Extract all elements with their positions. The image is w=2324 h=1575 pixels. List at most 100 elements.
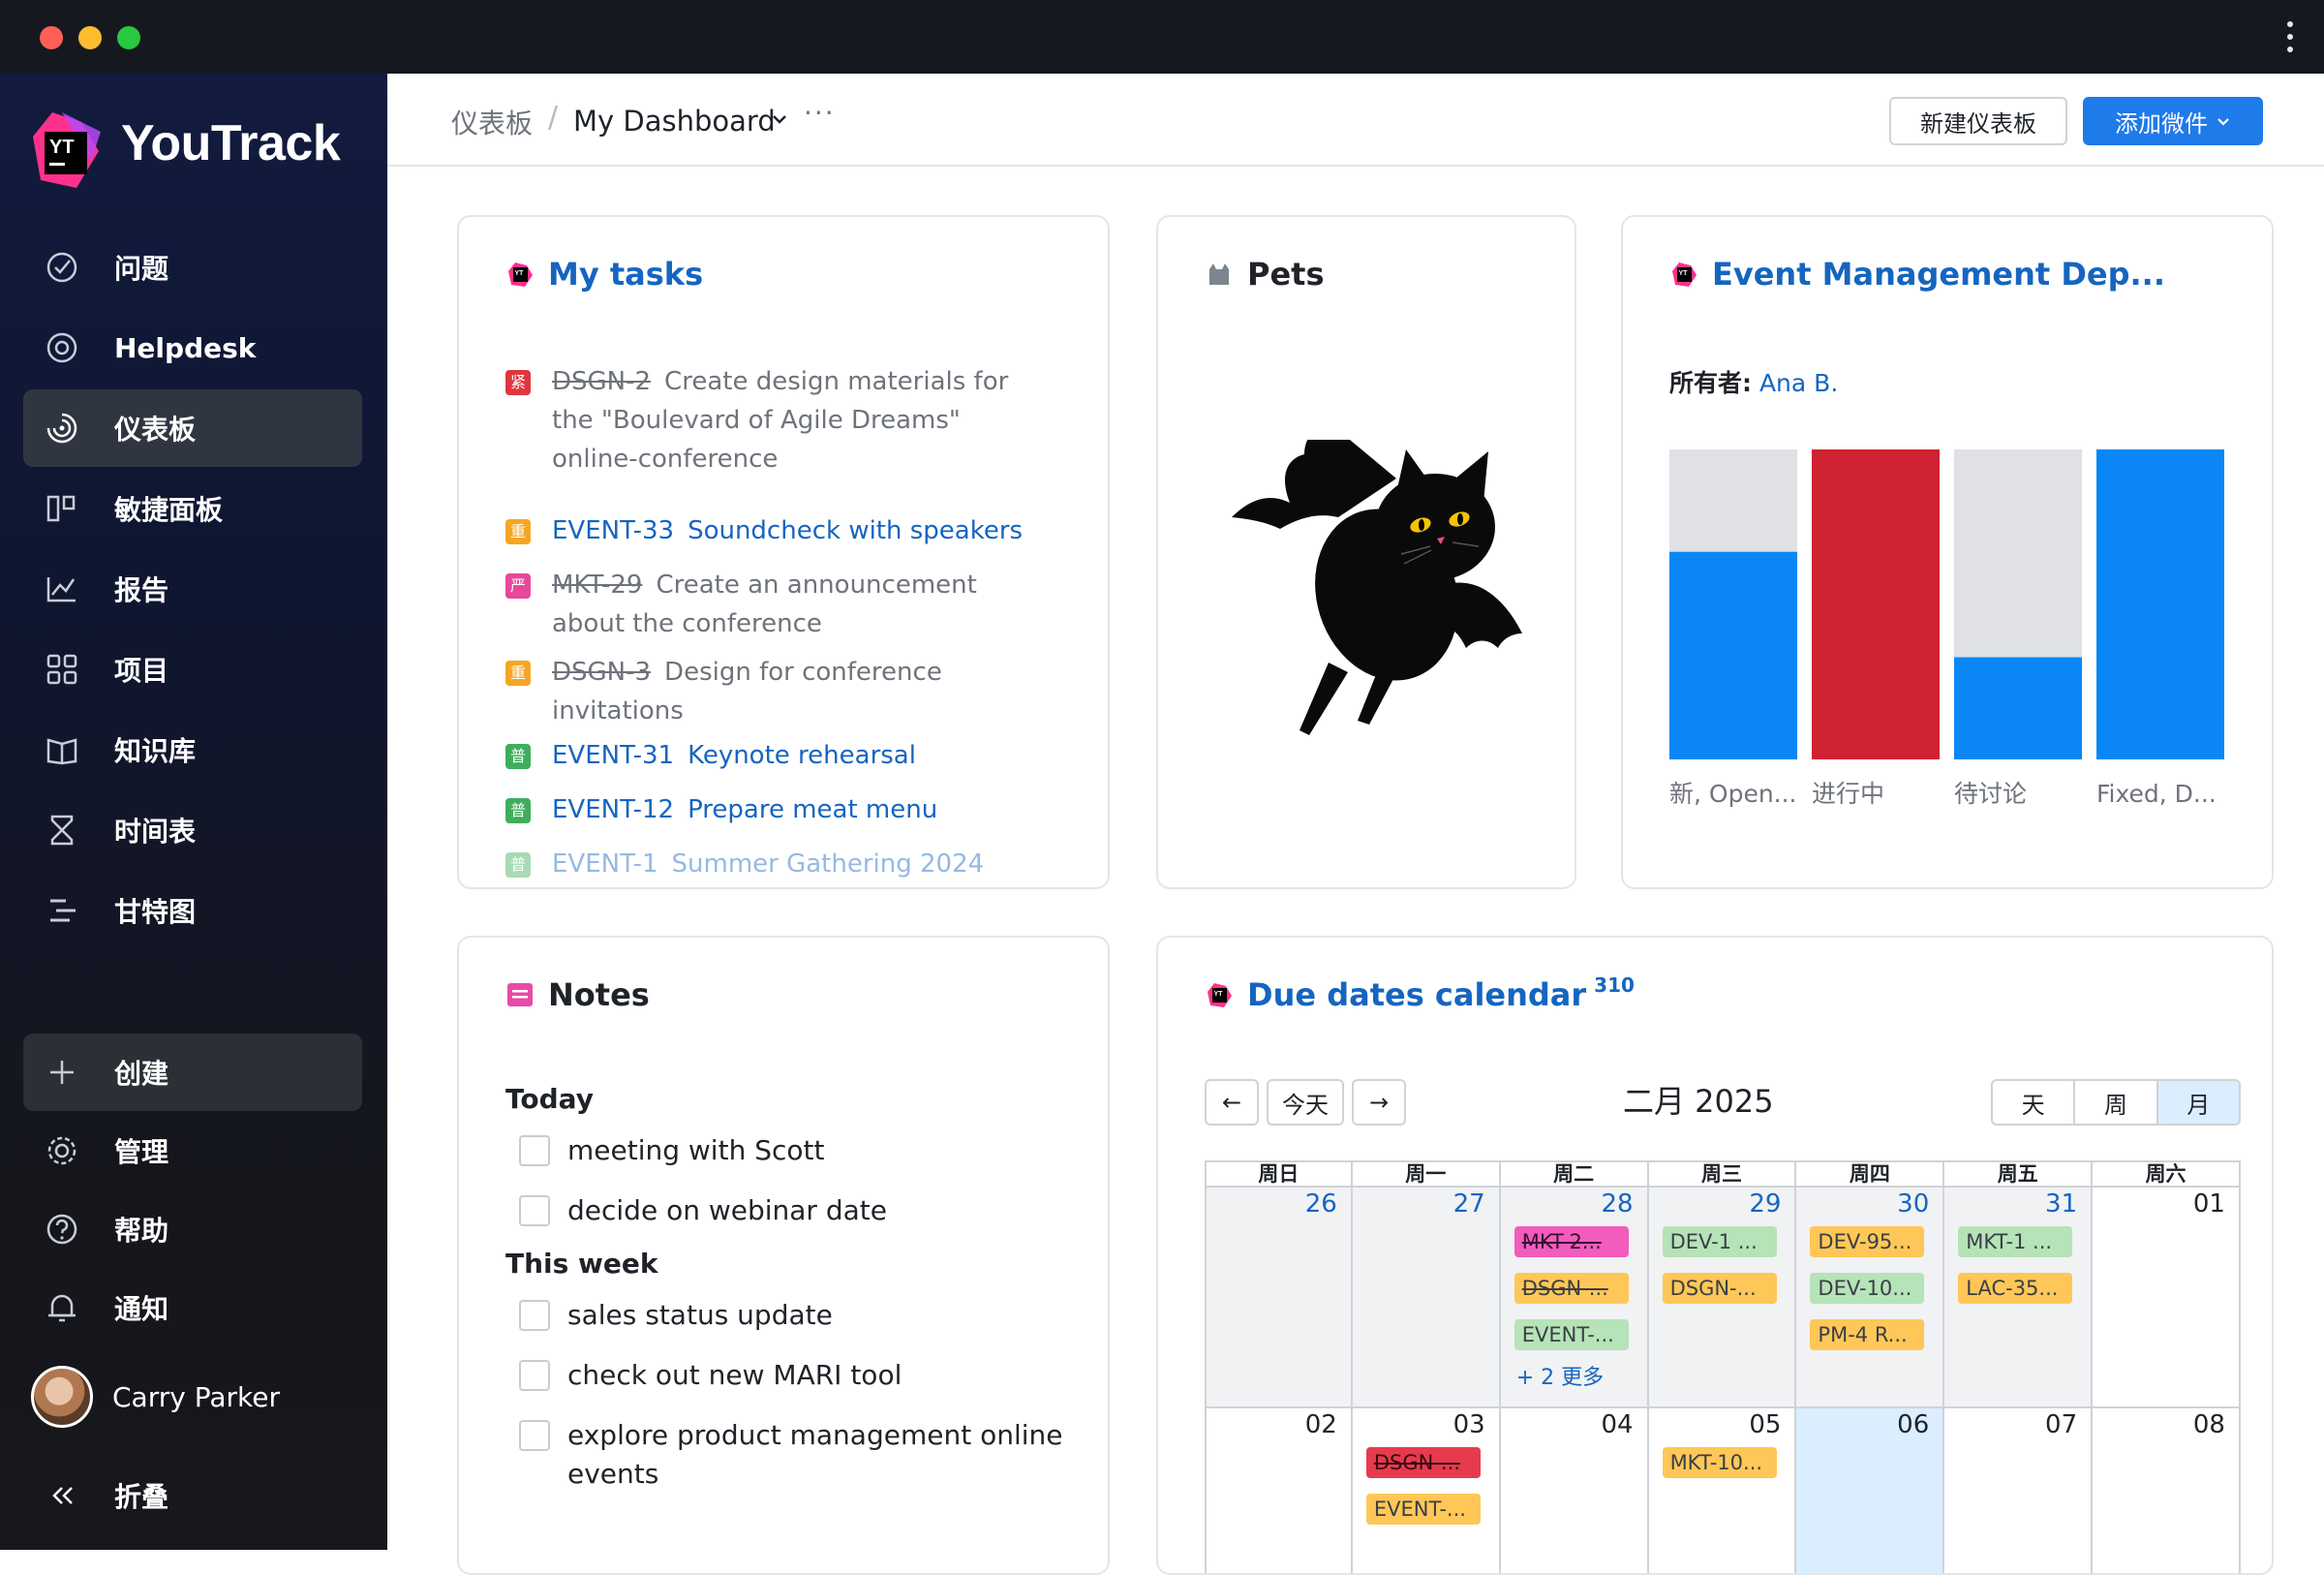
dashboard-selector[interactable]: My Dashboard [573,105,776,138]
sidebar-item-check-circle[interactable]: 问题 [23,229,362,306]
bar-segment[interactable] [1954,657,2082,759]
task-item[interactable]: 重 EVENT-33 Soundcheck with speakers [505,511,1048,550]
calendar-event[interactable]: DSGN-... [1514,1273,1629,1304]
owner-link[interactable]: Ana B. [1758,369,1839,397]
note-checkbox[interactable] [519,1420,550,1451]
note-checkbox[interactable] [519,1300,550,1331]
task-id[interactable]: DSGN-2 [552,367,652,396]
calendar-event[interactable]: EVENT-... [1365,1494,1481,1525]
task-id[interactable]: EVENT-31 [552,741,675,770]
view-option[interactable]: 天 [1993,1081,2076,1124]
sidebar-item-gantt[interactable]: 甘特图 [23,872,362,949]
new-dashboard-button[interactable]: 新建仪表板 [1889,97,2067,145]
sidebar-item-bell[interactable]: 通知 [23,1269,362,1346]
task-summary[interactable]: Summer Gathering 2024 [671,849,985,879]
sidebar-item-gear[interactable]: 管理 [23,1112,362,1189]
calendar-day[interactable]: 31 MKT-1 ... LAC-35... [1944,1188,2094,1408]
task-summary[interactable]: Create design materials for the "Bouleva… [552,367,1009,474]
today-button[interactable]: 今天 [1267,1079,1344,1126]
sidebar-item-book[interactable]: 知识库 [23,711,362,788]
task-item[interactable]: 严 MKT-29 Create an announcement about the … [505,566,1048,643]
calendar-day[interactable]: 02 [1205,1408,1353,1573]
calendar-day[interactable]: 30 DEV-95... DEV-10... PM-4 R... [1796,1188,1945,1408]
sidebar-item-plus[interactable]: 创建 [23,1034,362,1111]
maximize-window-button[interactable] [117,26,140,49]
bar-segment[interactable] [1669,551,1797,759]
calendar-event[interactable]: DSGN-... [1662,1273,1777,1304]
vertical-dots-icon[interactable] [2285,21,2295,52]
calendar-day[interactable]: 29 DEV-1 ... DSGN-... [1648,1188,1797,1408]
bar-segment[interactable] [1812,449,1940,759]
task-id[interactable]: EVENT-1 [552,849,658,879]
calendar-event[interactable]: DEV-95... [1810,1226,1925,1257]
check-circle-icon [46,252,77,283]
note-checkbox[interactable] [519,1135,550,1166]
calendar-title[interactable]: YT Due dates calendar 310 [1205,973,1635,1013]
close-window-button[interactable] [40,26,63,49]
view-option[interactable]: 月 [2157,1081,2239,1124]
add-widget-button[interactable]: 添加微件 [2083,97,2263,145]
task-id[interactable]: MKT-29 [552,571,643,600]
task-item[interactable]: 普 EVENT-31 Keynote rehearsal [505,736,1048,775]
calendar-event[interactable]: LAC-35... [1958,1273,2073,1304]
calendar-day[interactable]: 04 [1501,1408,1649,1573]
sidebar-item-hourglass[interactable]: 时间表 [23,791,362,869]
calendar-event[interactable]: DSGN-... [1365,1447,1481,1478]
calendar-event[interactable]: MKT-10... [1662,1447,1777,1478]
task-summary[interactable]: Keynote rehearsal [688,741,916,770]
calendar-event[interactable]: MKT-1 ... [1958,1226,2073,1257]
task-id[interactable]: EVENT-33 [552,516,675,545]
next-month-button[interactable]: → [1352,1079,1406,1126]
calendar-day[interactable]: 07 [1944,1408,2094,1573]
task-item[interactable]: 重 DSGN-3 Design for conference invitations [505,653,1048,730]
more-options-button[interactable]: ··· [804,97,836,129]
calendar-day[interactable]: 03 DSGN-... EVENT-... [1353,1408,1501,1573]
calendar-event[interactable]: MKT-2... [1514,1226,1629,1257]
sidebar-item-agile-board[interactable]: 敏捷面板 [23,470,362,547]
calendar-day[interactable]: 05 MKT-10... [1649,1408,1797,1573]
calendar-event[interactable]: PM-4 R... [1810,1319,1925,1350]
task-summary[interactable]: Prepare meat menu [688,795,938,824]
calendar-day[interactable]: 08 [2093,1408,2241,1573]
sidebar-item-help[interactable]: 帮助 [23,1190,362,1268]
calendar-day[interactable]: 26 [1205,1188,1353,1408]
sidebar-item-chart[interactable]: 报告 [23,550,362,628]
task-item[interactable]: 紧 DSGN-2 Create design materials for the "… [505,362,1048,479]
task-summary[interactable]: Design for conference invitations [552,658,942,726]
youtrack-logo[interactable]: YT [23,103,110,200]
priority-badge: 普 [505,852,531,878]
collapse-sidebar-button[interactable]: 折叠 [23,1457,362,1534]
calendar-day[interactable]: 27 [1352,1188,1501,1408]
user-name[interactable]: Carry Parker [112,1381,280,1413]
chevron-down-icon[interactable] [769,108,790,130]
task-summary[interactable]: Create an announcement about the confere… [552,571,977,638]
task-id[interactable]: EVENT-12 [552,795,675,824]
calendar-day[interactable]: 28 MKT-2... DSGN-... EVENT-... + 2 更多 [1500,1188,1649,1408]
task-item[interactable]: 普 EVENT-1 Summer Gathering 2024 [505,845,1048,883]
prev-month-button[interactable]: ← [1205,1079,1259,1126]
avatar[interactable] [31,1366,93,1428]
event-management-title[interactable]: YT Event Management Dep... [1669,256,2165,293]
more-events-link[interactable]: + 2 更多 [1515,1366,1605,1390]
bar-segment[interactable] [2096,449,2224,759]
calendar-event[interactable]: EVENT-... [1514,1319,1629,1350]
calendar-event[interactable]: DEV-1 ... [1662,1226,1777,1257]
calendar-day[interactable]: 06 [1796,1408,1945,1573]
task-item[interactable]: 普 EVENT-12 Prepare meat menu [505,790,1048,829]
task-id[interactable]: DSGN-3 [552,658,652,687]
calendar-day[interactable]: 01 [2093,1188,2241,1408]
view-option[interactable]: 周 [2075,1081,2158,1124]
bar-segment[interactable] [1669,449,1797,552]
minimize-window-button[interactable] [78,26,102,49]
task-summary[interactable]: Soundcheck with speakers [688,516,1024,545]
calendar-event[interactable]: DEV-10... [1810,1273,1925,1304]
breadcrumb-dashboards[interactable]: 仪表板 [451,108,534,139]
my-tasks-title[interactable]: YT My tasks [505,256,703,293]
bar-segment[interactable] [1954,449,2082,658]
sidebar-item-lifebuoy[interactable]: Helpdesk [23,309,362,386]
sidebar-item-grid[interactable]: 项目 [23,631,362,708]
note-checkbox[interactable] [519,1360,550,1391]
note-checkbox[interactable] [519,1195,550,1226]
sidebar-item-label: 时间表 [114,816,197,848]
sidebar-item-dashboard[interactable]: 仪表板 [23,389,362,467]
